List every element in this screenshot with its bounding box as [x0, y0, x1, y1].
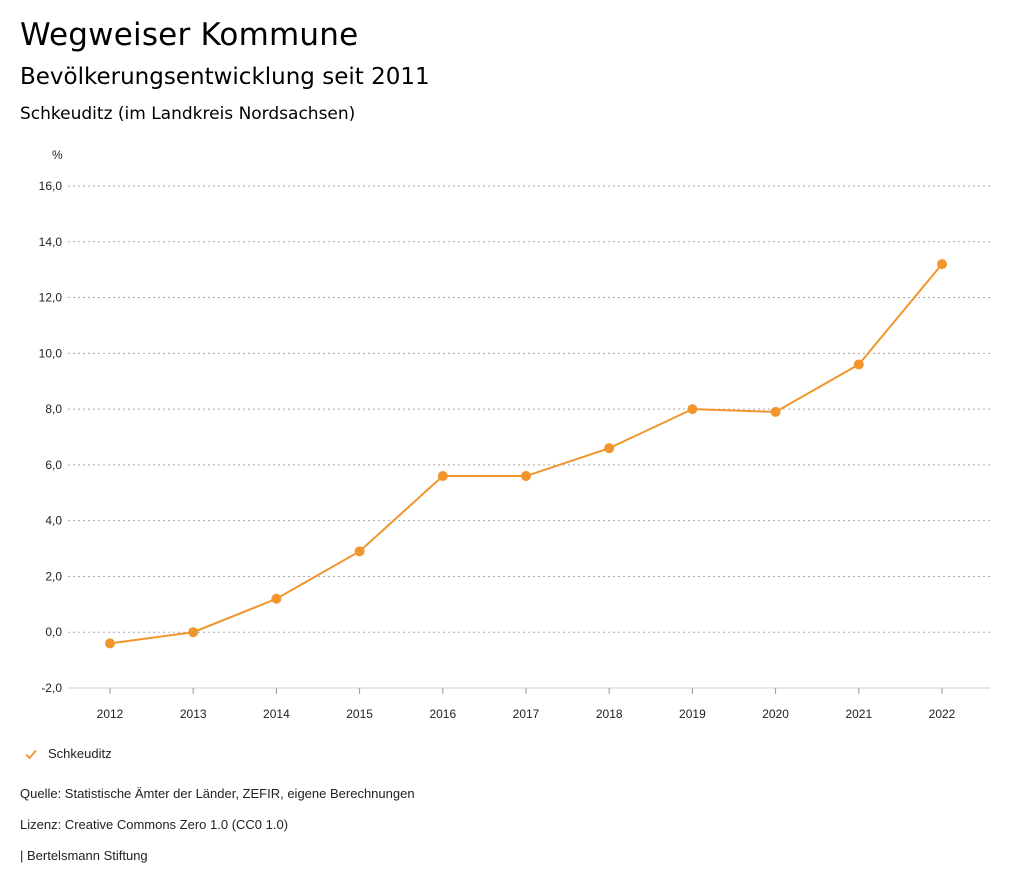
data-point-2013[interactable] [188, 627, 199, 638]
data-point-2015[interactable] [354, 546, 365, 557]
y-axis-ticks: 16,0 14,0 12,0 10,0 8,0 6,0 4,0 2,0 0,0 -2,0 [39, 179, 63, 695]
x-axis-ticks: 2012 2013 2014 2015 2016 2017 2018 2019 2020 2021… [97, 688, 956, 721]
x-tick-label: 2022 [929, 707, 956, 721]
data-point-2020[interactable] [770, 406, 781, 417]
x-tick-label: 2013 [180, 707, 207, 721]
x-tick-label: 2019 [679, 707, 706, 721]
y-tick-label: -2,0 [41, 681, 62, 695]
data-point-2016[interactable] [437, 471, 448, 482]
data-point-2022[interactable] [937, 259, 947, 270]
gridlines [68, 185, 990, 689]
y-tick-label: 0,0 [45, 625, 62, 639]
chart-subtitle: Bevölkerungsentwicklung seit 2011 [20, 64, 430, 90]
legend-label: Schkeuditz [48, 746, 112, 761]
region-label: Schkeuditz (im Landkreis Nordsachsen) [20, 104, 356, 124]
y-tick-label: 14,0 [39, 235, 63, 249]
license-note: Lizenz: Creative Commons Zero 1.0 (CC0 1… [20, 817, 289, 832]
check-icon [25, 749, 37, 759]
data-point-2017[interactable] [521, 471, 531, 482]
y-tick-label: 12,0 [39, 291, 63, 305]
data-point-2012[interactable] [105, 638, 115, 649]
y-tick-label: 2,0 [45, 569, 62, 583]
y-tick-label: 8,0 [45, 402, 62, 416]
y-axis-unit: % [52, 148, 63, 162]
x-tick-label: 2014 [263, 707, 290, 721]
data-point-2014[interactable] [271, 593, 282, 604]
x-tick-label: 2021 [845, 707, 872, 721]
data-point-2018[interactable] [604, 443, 615, 454]
x-tick-label: 2020 [762, 707, 789, 721]
x-tick-label: 2012 [97, 707, 124, 721]
x-tick-label: 2016 [429, 707, 456, 721]
series-schkeuditz [105, 259, 947, 649]
y-tick-label: 6,0 [45, 458, 62, 472]
legend-item-schkeuditz[interactable]: Schkeuditz [24, 746, 112, 761]
series-line [109, 263, 943, 645]
page-title: Wegweiser Kommune [20, 17, 359, 53]
data-point-2019[interactable] [687, 404, 698, 415]
data-point-2021[interactable] [853, 359, 864, 370]
source-note: Quelle: Statistische Ämter der Länder, Z… [20, 786, 415, 801]
x-tick-label: 2015 [346, 707, 373, 721]
y-tick-label: 4,0 [45, 514, 62, 528]
x-tick-label: 2018 [596, 707, 623, 721]
x-tick-label: 2017 [513, 707, 540, 721]
y-tick-label: 16,0 [39, 179, 63, 193]
publisher-note: | Bertelsmann Stiftung [20, 848, 148, 863]
y-tick-label: 10,0 [39, 346, 63, 360]
